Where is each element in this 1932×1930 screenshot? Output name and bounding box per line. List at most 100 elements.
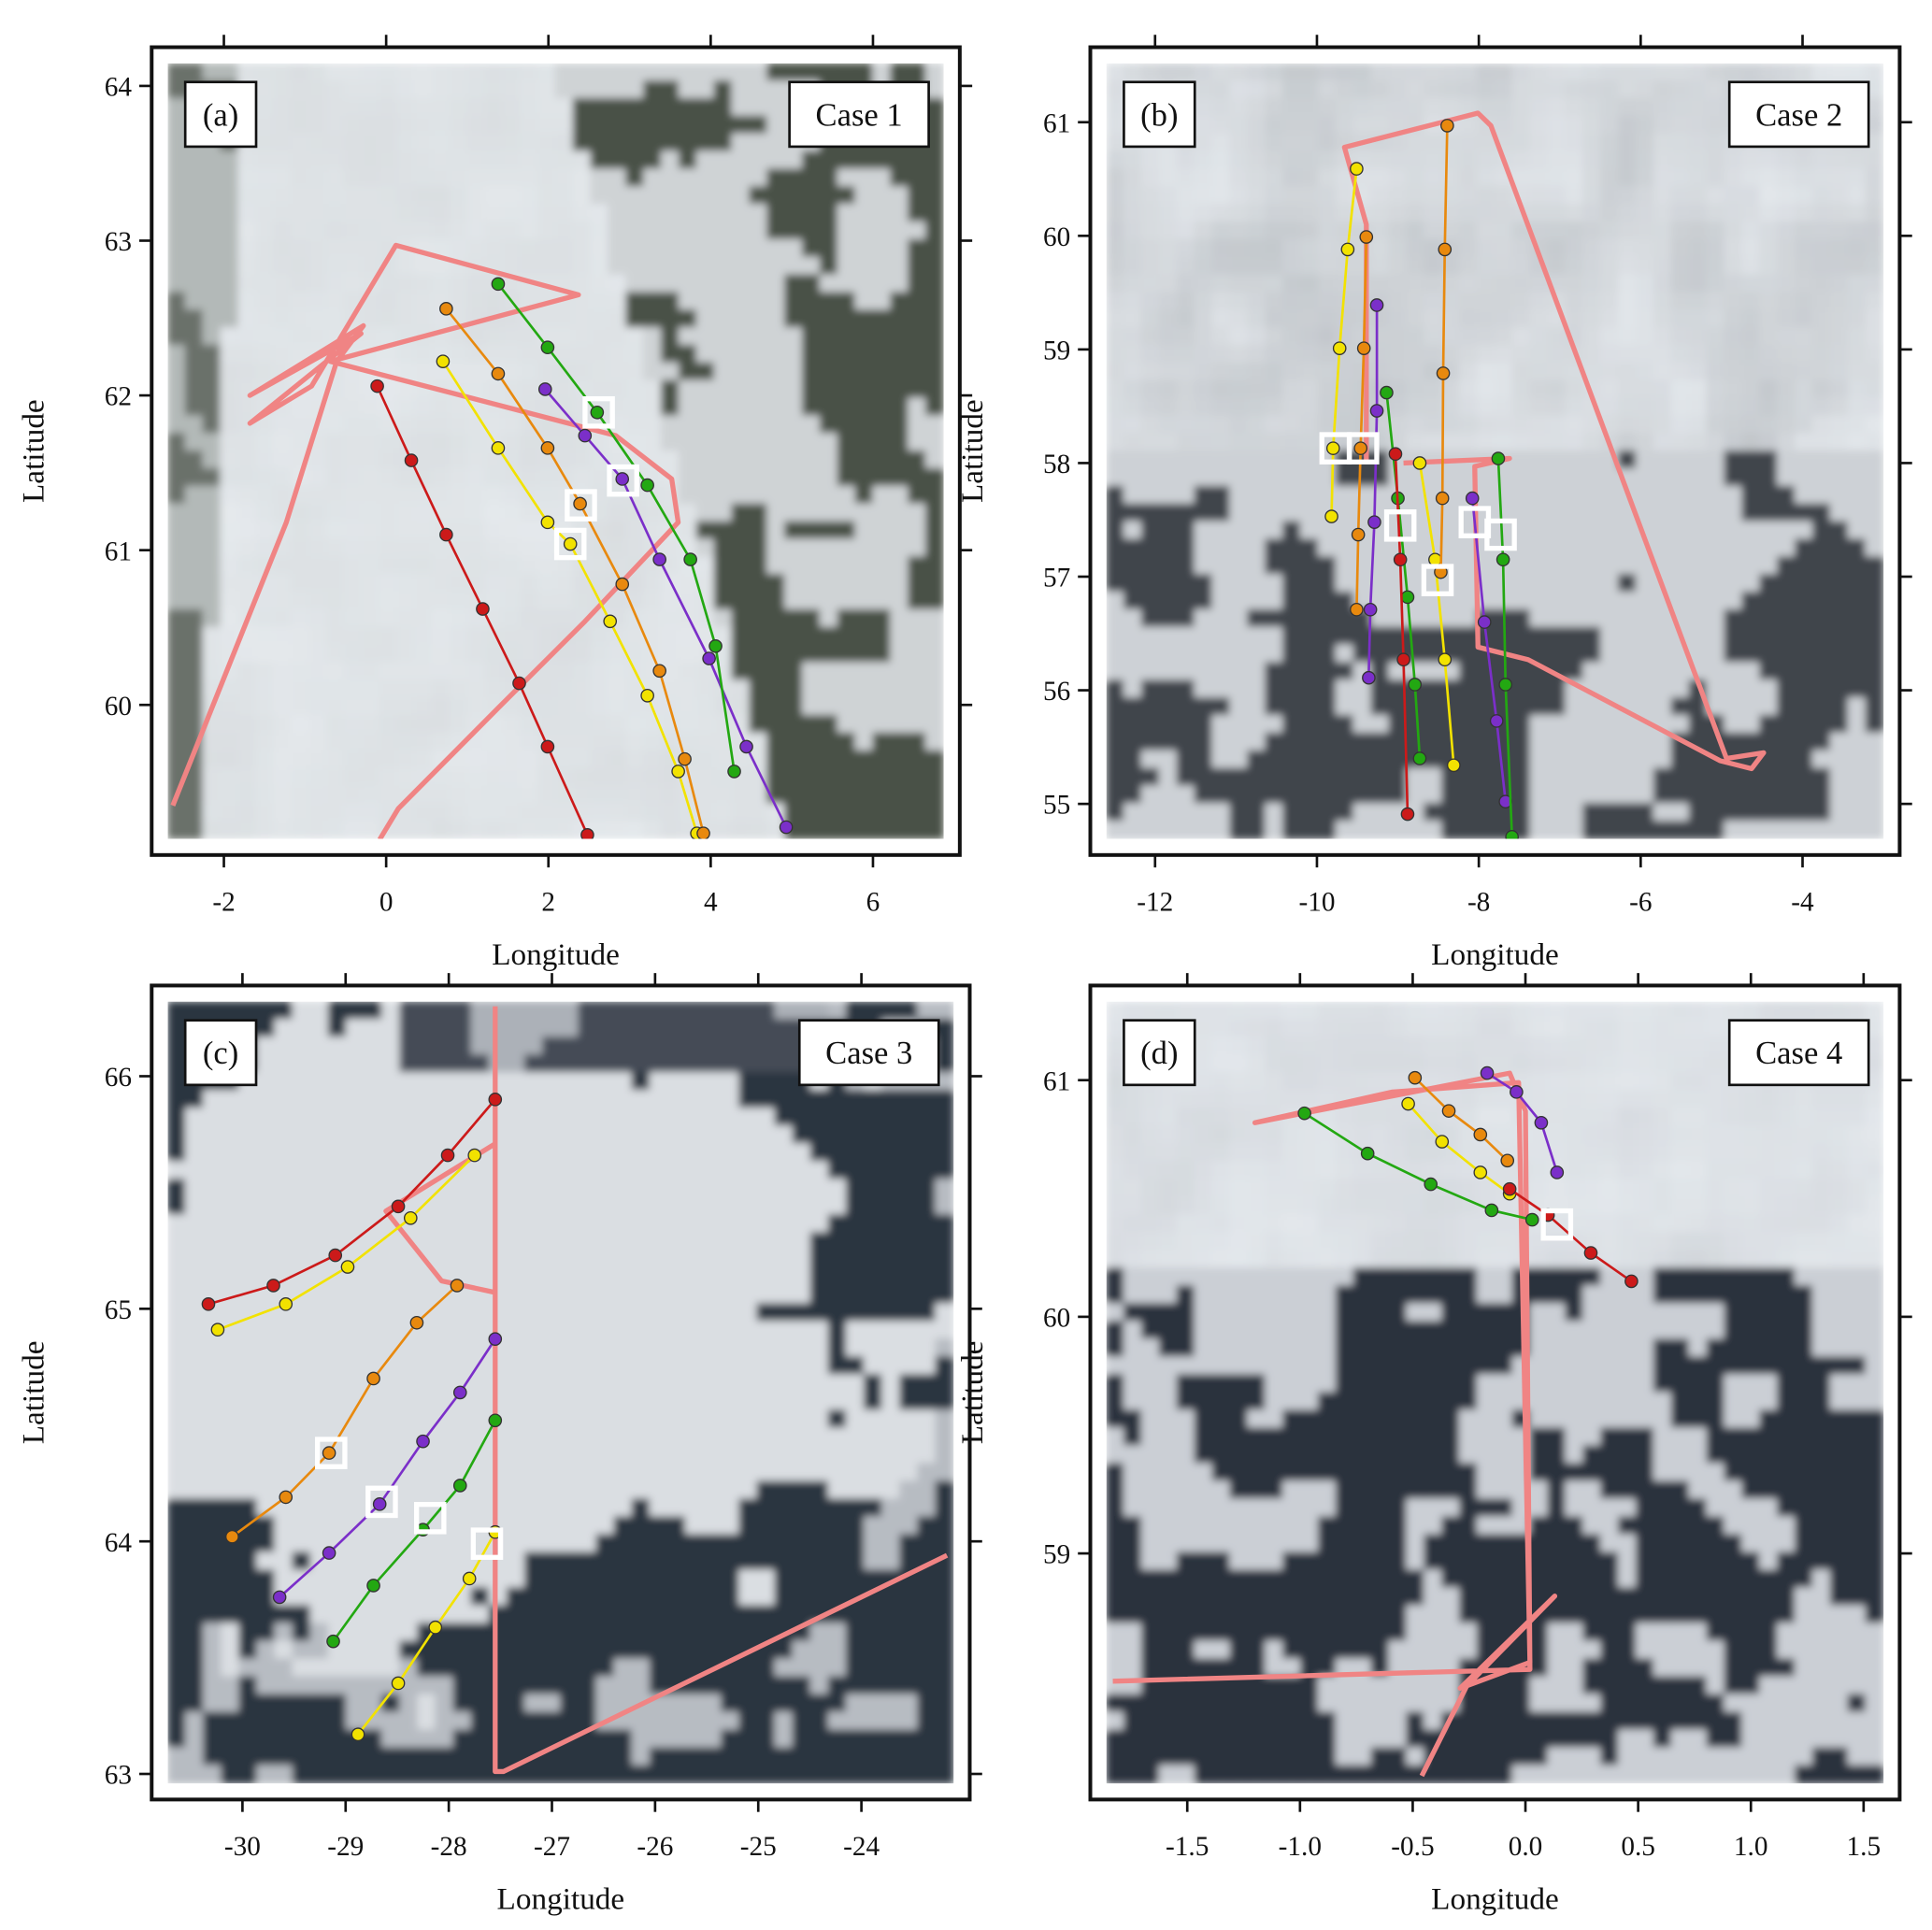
- imagery-cell: [238, 1534, 258, 1553]
- imagery-cell: [343, 274, 363, 293]
- imagery-cell: [1794, 608, 1814, 628]
- imagery-cell: [396, 608, 416, 628]
- imagery-cell: [1494, 750, 1514, 769]
- imagery-cell: [308, 538, 328, 558]
- imagery-cell: [185, 1143, 205, 1163]
- imagery-cell: [1724, 679, 1743, 699]
- imagery-cell: [1282, 732, 1302, 751]
- imagery-cell: [643, 238, 663, 258]
- imagery-cell: [1741, 803, 1761, 822]
- imagery-cell: [1865, 433, 1884, 452]
- imagery-cell: [1618, 644, 1638, 664]
- imagery-cell: [1847, 327, 1867, 347]
- imagery-cell: [784, 168, 804, 188]
- trajectory: [1394, 453, 1410, 815]
- imagery-cell: [203, 1214, 222, 1234]
- imagery-cell: [890, 415, 909, 435]
- imagery-cell: [1194, 485, 1213, 505]
- imagery-cell: [1441, 327, 1461, 347]
- imagery-cell: [1618, 150, 1638, 170]
- imagery-cell: [413, 397, 434, 417]
- imagery-cell: [1759, 662, 1779, 681]
- imagery-cell: [1582, 292, 1602, 311]
- imagery-cell: [801, 379, 822, 399]
- imagery-cell: [819, 204, 839, 223]
- imagery-cell: [255, 450, 275, 470]
- imagery-cell: [167, 1232, 187, 1251]
- imagery-cell: [308, 644, 328, 664]
- imagery-cell: [908, 556, 927, 576]
- imagery-cell: [713, 415, 733, 435]
- imagery-cell: [203, 1711, 222, 1731]
- imagery-cell: [625, 750, 645, 769]
- imagery-cell: [452, 1445, 473, 1465]
- imagery-cell: [1406, 97, 1425, 118]
- imagery-cell: [1865, 485, 1884, 505]
- imagery-cell: [1194, 115, 1213, 135]
- imagery-cell: [1370, 309, 1390, 329]
- imagery-cell: [167, 1285, 187, 1305]
- imagery-cell: [220, 521, 239, 540]
- imagery-cell: [1794, 714, 1814, 735]
- imagery-cell: [572, 256, 592, 276]
- imagery-cell: [837, 803, 856, 822]
- imagery-cell: [1317, 785, 1338, 805]
- imagery-cell: [678, 644, 698, 664]
- imagery-cell: [466, 785, 486, 805]
- imagery-cell: [431, 133, 451, 152]
- case-box: [788, 80, 930, 149]
- imagery-cell: [854, 256, 874, 276]
- imagery-cell: [1140, 186, 1161, 206]
- imagery-cell: [1441, 150, 1461, 170]
- imagery-cell: [343, 97, 363, 118]
- trajectory-point: [1438, 242, 1453, 257]
- imagery-cell: [1777, 785, 1796, 805]
- imagery-cell: [364, 1765, 383, 1784]
- imagery-cell: [1635, 133, 1655, 152]
- imagery-cell: [1670, 133, 1690, 152]
- imagery-cell: [167, 133, 187, 152]
- imagery-cell: [784, 63, 804, 82]
- imagery-cell: [396, 556, 416, 576]
- imagery-cell: [325, 750, 345, 769]
- imagery-cell: [1140, 344, 1161, 365]
- imagery-cell: [1299, 697, 1320, 717]
- imagery-cell: [678, 63, 698, 82]
- imagery-cell: [1282, 256, 1302, 276]
- imagery-cell: [1688, 80, 1708, 100]
- imagery-cell: [1106, 133, 1125, 152]
- imagery-cell: [292, 1250, 312, 1269]
- imagery-cell: [413, 608, 434, 628]
- imagery-cell: [1829, 574, 1850, 593]
- imagery-cell: [1299, 626, 1320, 646]
- imagery-cell: [1176, 292, 1195, 311]
- imagery-cell: [1529, 344, 1549, 365]
- imagery-cell: [872, 538, 892, 558]
- imagery-cell: [220, 204, 239, 223]
- imagery-cell: [1618, 362, 1638, 381]
- imagery-cell: [524, 1196, 544, 1216]
- imagery-cell: [202, 168, 222, 188]
- imagery-cell: [238, 1658, 258, 1678]
- imagery-cell: [625, 168, 645, 188]
- imagery-cell: [1370, 150, 1390, 170]
- imagery-cell: [484, 344, 504, 365]
- imagery-cell: [872, 221, 892, 241]
- imagery-cell: [1176, 521, 1195, 540]
- imagery-cell: [1140, 204, 1161, 223]
- imagery-cell: [309, 1569, 330, 1589]
- imagery-cell: [1265, 309, 1284, 329]
- imagery-cell: [1140, 274, 1161, 293]
- imagery-cell: [1282, 626, 1302, 646]
- imagery-cell: [502, 821, 522, 839]
- imagery-cell: [308, 97, 328, 118]
- imagery-cell: [1847, 714, 1867, 735]
- imagery-cell: [520, 644, 539, 664]
- imagery-cell: [274, 1125, 293, 1145]
- imagery-cell: [292, 1179, 312, 1198]
- imagery-cell: [554, 115, 575, 135]
- imagery-cell: [819, 63, 839, 82]
- imagery-cell: [506, 1303, 526, 1322]
- imagery-cell: [819, 750, 839, 769]
- imagery-cell: [1688, 292, 1708, 311]
